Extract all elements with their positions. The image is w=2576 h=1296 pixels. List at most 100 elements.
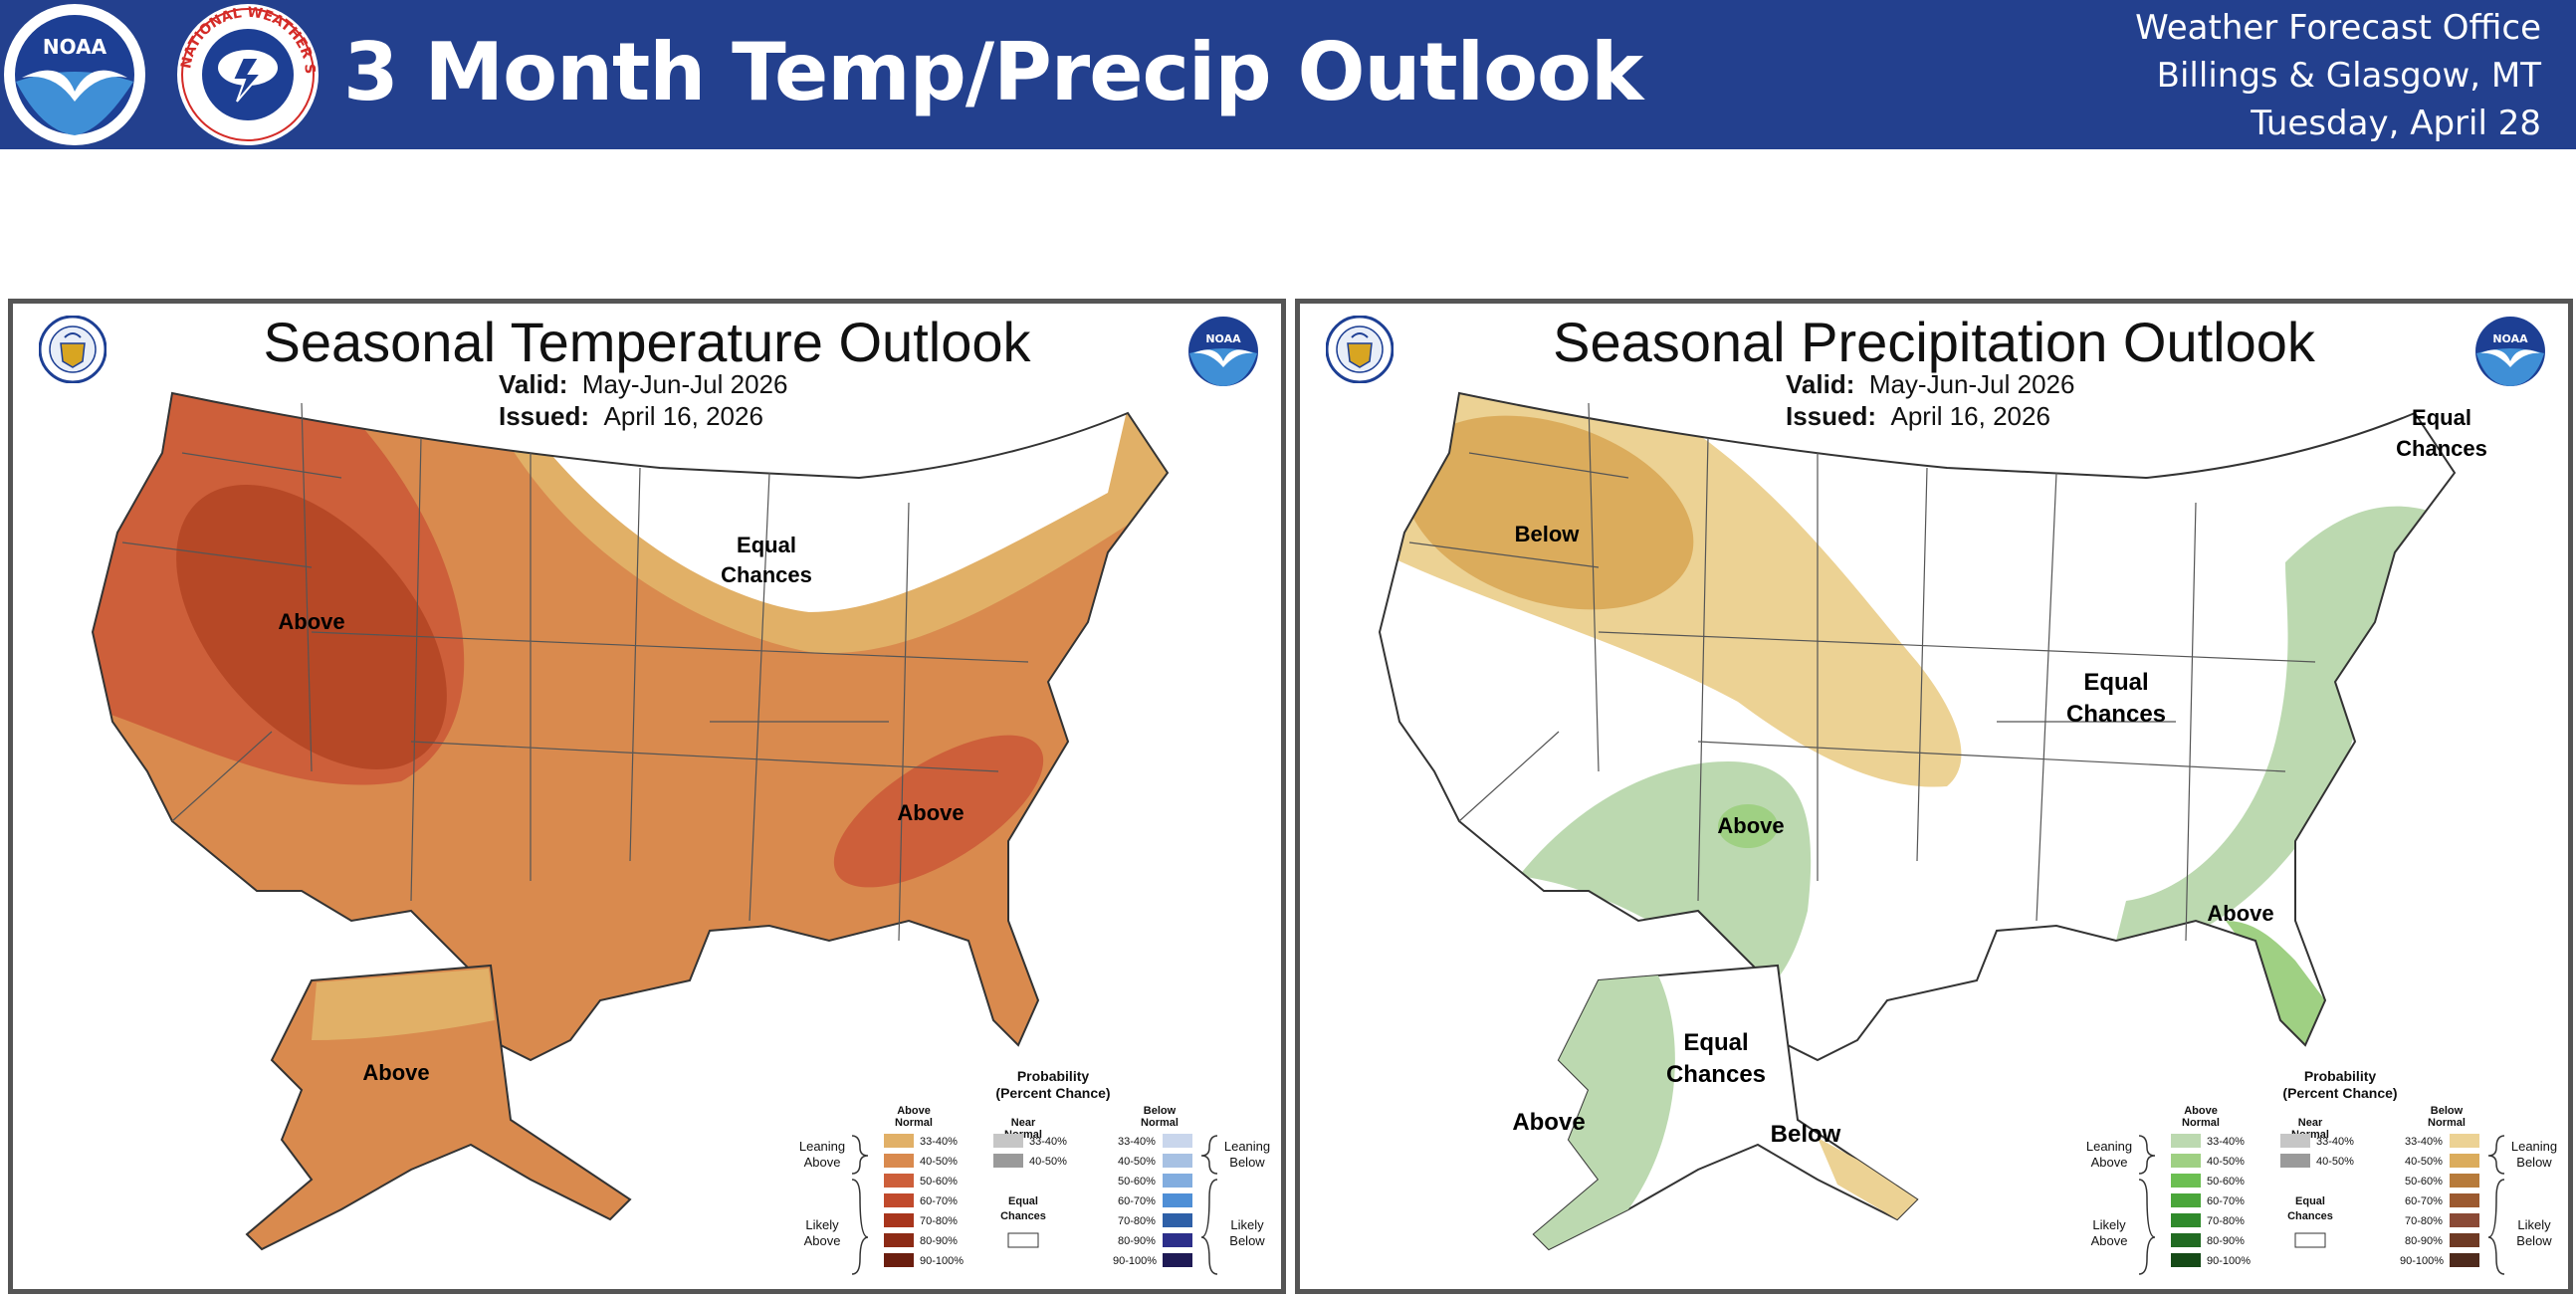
noaa-small-icon: NOAA bbox=[1188, 317, 1258, 386]
nws-logo-icon: NATIONAL WEATHER SERVICE bbox=[175, 2, 319, 145]
precip-label-equal-central: Equal bbox=[2083, 669, 2148, 696]
svg-text:33-40%: 33-40% bbox=[2207, 1136, 2245, 1148]
svg-text:50-60%: 50-60% bbox=[1118, 1176, 1156, 1188]
temperature-valid: Valid: May-Jun-Jul 2026 bbox=[499, 369, 788, 399]
svg-text:Chances: Chances bbox=[1000, 1210, 1046, 1222]
precip-label-chances-ak: Chances bbox=[1666, 1061, 1766, 1088]
svg-text:Likely: Likely bbox=[1230, 1217, 1264, 1232]
svg-text:Below: Below bbox=[2516, 1233, 2552, 1248]
svg-text:Above: Above bbox=[2091, 1155, 2128, 1170]
svg-text:70-80%: 70-80% bbox=[920, 1215, 958, 1227]
svg-text:80-90%: 80-90% bbox=[2405, 1235, 2443, 1247]
svg-text:60-70%: 60-70% bbox=[2405, 1195, 2443, 1207]
temp-label-above-southeast: Above bbox=[897, 800, 964, 825]
temp-state-lines bbox=[121, 402, 1029, 942]
svg-text:Leaning: Leaning bbox=[1224, 1139, 1270, 1154]
svg-text:40-50%: 40-50% bbox=[2207, 1156, 2245, 1168]
svg-text:Below: Below bbox=[1229, 1155, 1265, 1170]
precip-label-equal-ne: Equal bbox=[2412, 405, 2471, 430]
precip-likely-below-zone bbox=[1403, 415, 1694, 610]
office-line-1: Weather Forecast Office bbox=[2135, 8, 2541, 48]
svg-text:Equal: Equal bbox=[1008, 1195, 1038, 1207]
temp-label-above-alaska: Above bbox=[362, 1060, 429, 1085]
precip-leaning-above-east bbox=[2116, 506, 2435, 941]
temp-label-chances: Chances bbox=[721, 562, 812, 587]
temperature-issued: Issued: April 16, 2026 bbox=[499, 401, 763, 431]
precipitation-title: Seasonal Precipitation Outlook bbox=[1553, 311, 2315, 373]
temp-likely-above-southeast bbox=[833, 735, 1044, 888]
svg-text:Above: Above bbox=[2091, 1233, 2128, 1248]
svg-text:60-70%: 60-70% bbox=[920, 1195, 958, 1207]
office-info: Weather Forecast Office Billings & Glasg… bbox=[2135, 4, 2541, 147]
svg-text:90-100%: 90-100% bbox=[1113, 1255, 1157, 1267]
svg-text:70-80%: 70-80% bbox=[2207, 1215, 2245, 1227]
svg-text:Above: Above bbox=[897, 1105, 931, 1117]
temperature-title: Seasonal Temperature Outlook bbox=[263, 311, 1031, 373]
temperature-legend: Probability (Percent Chance) Above Norma… bbox=[799, 1070, 1270, 1275]
noaa-logo-icon: NOAA bbox=[4, 4, 145, 145]
precip-label-above-sw: Above bbox=[1717, 813, 1784, 838]
temperature-map: Above Above Above Equal Chances bbox=[91, 391, 1170, 1251]
precipitation-map: Below Above Above Equal Chances Equal Ch… bbox=[1378, 391, 2487, 1251]
svg-text:Above: Above bbox=[2184, 1105, 2218, 1117]
precip-conus bbox=[1378, 391, 2457, 1062]
svg-text:40-50%: 40-50% bbox=[2405, 1156, 2443, 1168]
svg-text:80-90%: 80-90% bbox=[920, 1235, 958, 1247]
precip-label-below-ak: Below bbox=[1771, 1121, 1841, 1148]
precip-label-chances-central: Chances bbox=[2066, 701, 2166, 728]
precip-label-below-nw: Below bbox=[1515, 522, 1581, 546]
svg-text:80-90%: 80-90% bbox=[1118, 1235, 1156, 1247]
precip-label-equal-ak: Equal bbox=[1683, 1029, 1748, 1056]
commerce-seal-icon bbox=[1326, 316, 1394, 383]
svg-text:NOAA: NOAA bbox=[43, 35, 107, 59]
svg-text:33-40%: 33-40% bbox=[2316, 1136, 2354, 1148]
svg-text:33-40%: 33-40% bbox=[1118, 1136, 1156, 1148]
precipitation-outlook-panel: Below Above Above Equal Chances Equal Ch… bbox=[1295, 299, 2573, 1294]
svg-text:Above: Above bbox=[804, 1155, 841, 1170]
svg-text:Below: Below bbox=[1144, 1105, 1177, 1117]
temp-core-above-west bbox=[176, 485, 447, 769]
office-line-2: Billings & Glasgow, MT bbox=[2156, 56, 2541, 96]
svg-text:33-40%: 33-40% bbox=[2405, 1136, 2443, 1148]
svg-text:40-50%: 40-50% bbox=[1118, 1156, 1156, 1168]
svg-text:Normal: Normal bbox=[1141, 1117, 1179, 1129]
temp-label-equal: Equal bbox=[737, 533, 796, 557]
svg-text:90-100%: 90-100% bbox=[2207, 1255, 2251, 1267]
svg-text:Normal: Normal bbox=[2428, 1117, 2466, 1129]
noaa-small-icon: NOAA bbox=[2475, 317, 2545, 386]
svg-text:(Percent Chance): (Percent Chance) bbox=[2282, 1085, 2397, 1101]
svg-text:Near: Near bbox=[1011, 1117, 1036, 1129]
svg-text:90-100%: 90-100% bbox=[920, 1255, 964, 1267]
svg-text:Above: Above bbox=[804, 1233, 841, 1248]
issue-date: Tuesday, April 28 bbox=[2251, 104, 2541, 143]
temp-alaska bbox=[245, 964, 632, 1251]
precip-label-chances-ne: Chances bbox=[2396, 436, 2487, 461]
svg-text:Near: Near bbox=[2298, 1117, 2323, 1129]
header-banner: NOAA NATIONAL WEATHER SERVICE 3 Month Te… bbox=[0, 0, 2576, 149]
svg-text:NOAA: NOAA bbox=[2492, 332, 2528, 345]
svg-text:Probability: Probability bbox=[2304, 1070, 2377, 1084]
svg-text:Below: Below bbox=[2431, 1105, 2464, 1117]
svg-text:70-80%: 70-80% bbox=[2405, 1215, 2443, 1227]
svg-text:33-40%: 33-40% bbox=[920, 1136, 958, 1148]
precip-state-lines bbox=[1408, 402, 2316, 942]
svg-text:Equal: Equal bbox=[2295, 1195, 2325, 1207]
svg-text:80-90%: 80-90% bbox=[2207, 1235, 2245, 1247]
precipitation-issued: Issued: April 16, 2026 bbox=[1786, 401, 2050, 431]
svg-text:Leaning: Leaning bbox=[2086, 1139, 2132, 1154]
svg-text:Leaning: Leaning bbox=[799, 1139, 845, 1154]
precip-label-above-ak: Above bbox=[1512, 1109, 1585, 1136]
svg-text:50-60%: 50-60% bbox=[920, 1176, 958, 1188]
svg-text:Likely: Likely bbox=[2092, 1217, 2126, 1232]
svg-text:Below: Below bbox=[2516, 1155, 2552, 1170]
precip-label-above-se: Above bbox=[2207, 901, 2273, 926]
svg-text:40-50%: 40-50% bbox=[2316, 1156, 2354, 1168]
svg-text:NOAA: NOAA bbox=[1205, 332, 1241, 345]
svg-text:Likely: Likely bbox=[805, 1217, 839, 1232]
temperature-outlook-panel: Above Above Above Equal Chances Seasonal… bbox=[8, 299, 1286, 1294]
precipitation-legend: Probability (Percent Chance) Above Norma… bbox=[2086, 1070, 2557, 1275]
precipitation-valid: Valid: May-Jun-Jul 2026 bbox=[1786, 369, 2075, 399]
svg-text:90-100%: 90-100% bbox=[2400, 1255, 2444, 1267]
svg-text:40-50%: 40-50% bbox=[920, 1156, 958, 1168]
svg-text:60-70%: 60-70% bbox=[2207, 1195, 2245, 1207]
